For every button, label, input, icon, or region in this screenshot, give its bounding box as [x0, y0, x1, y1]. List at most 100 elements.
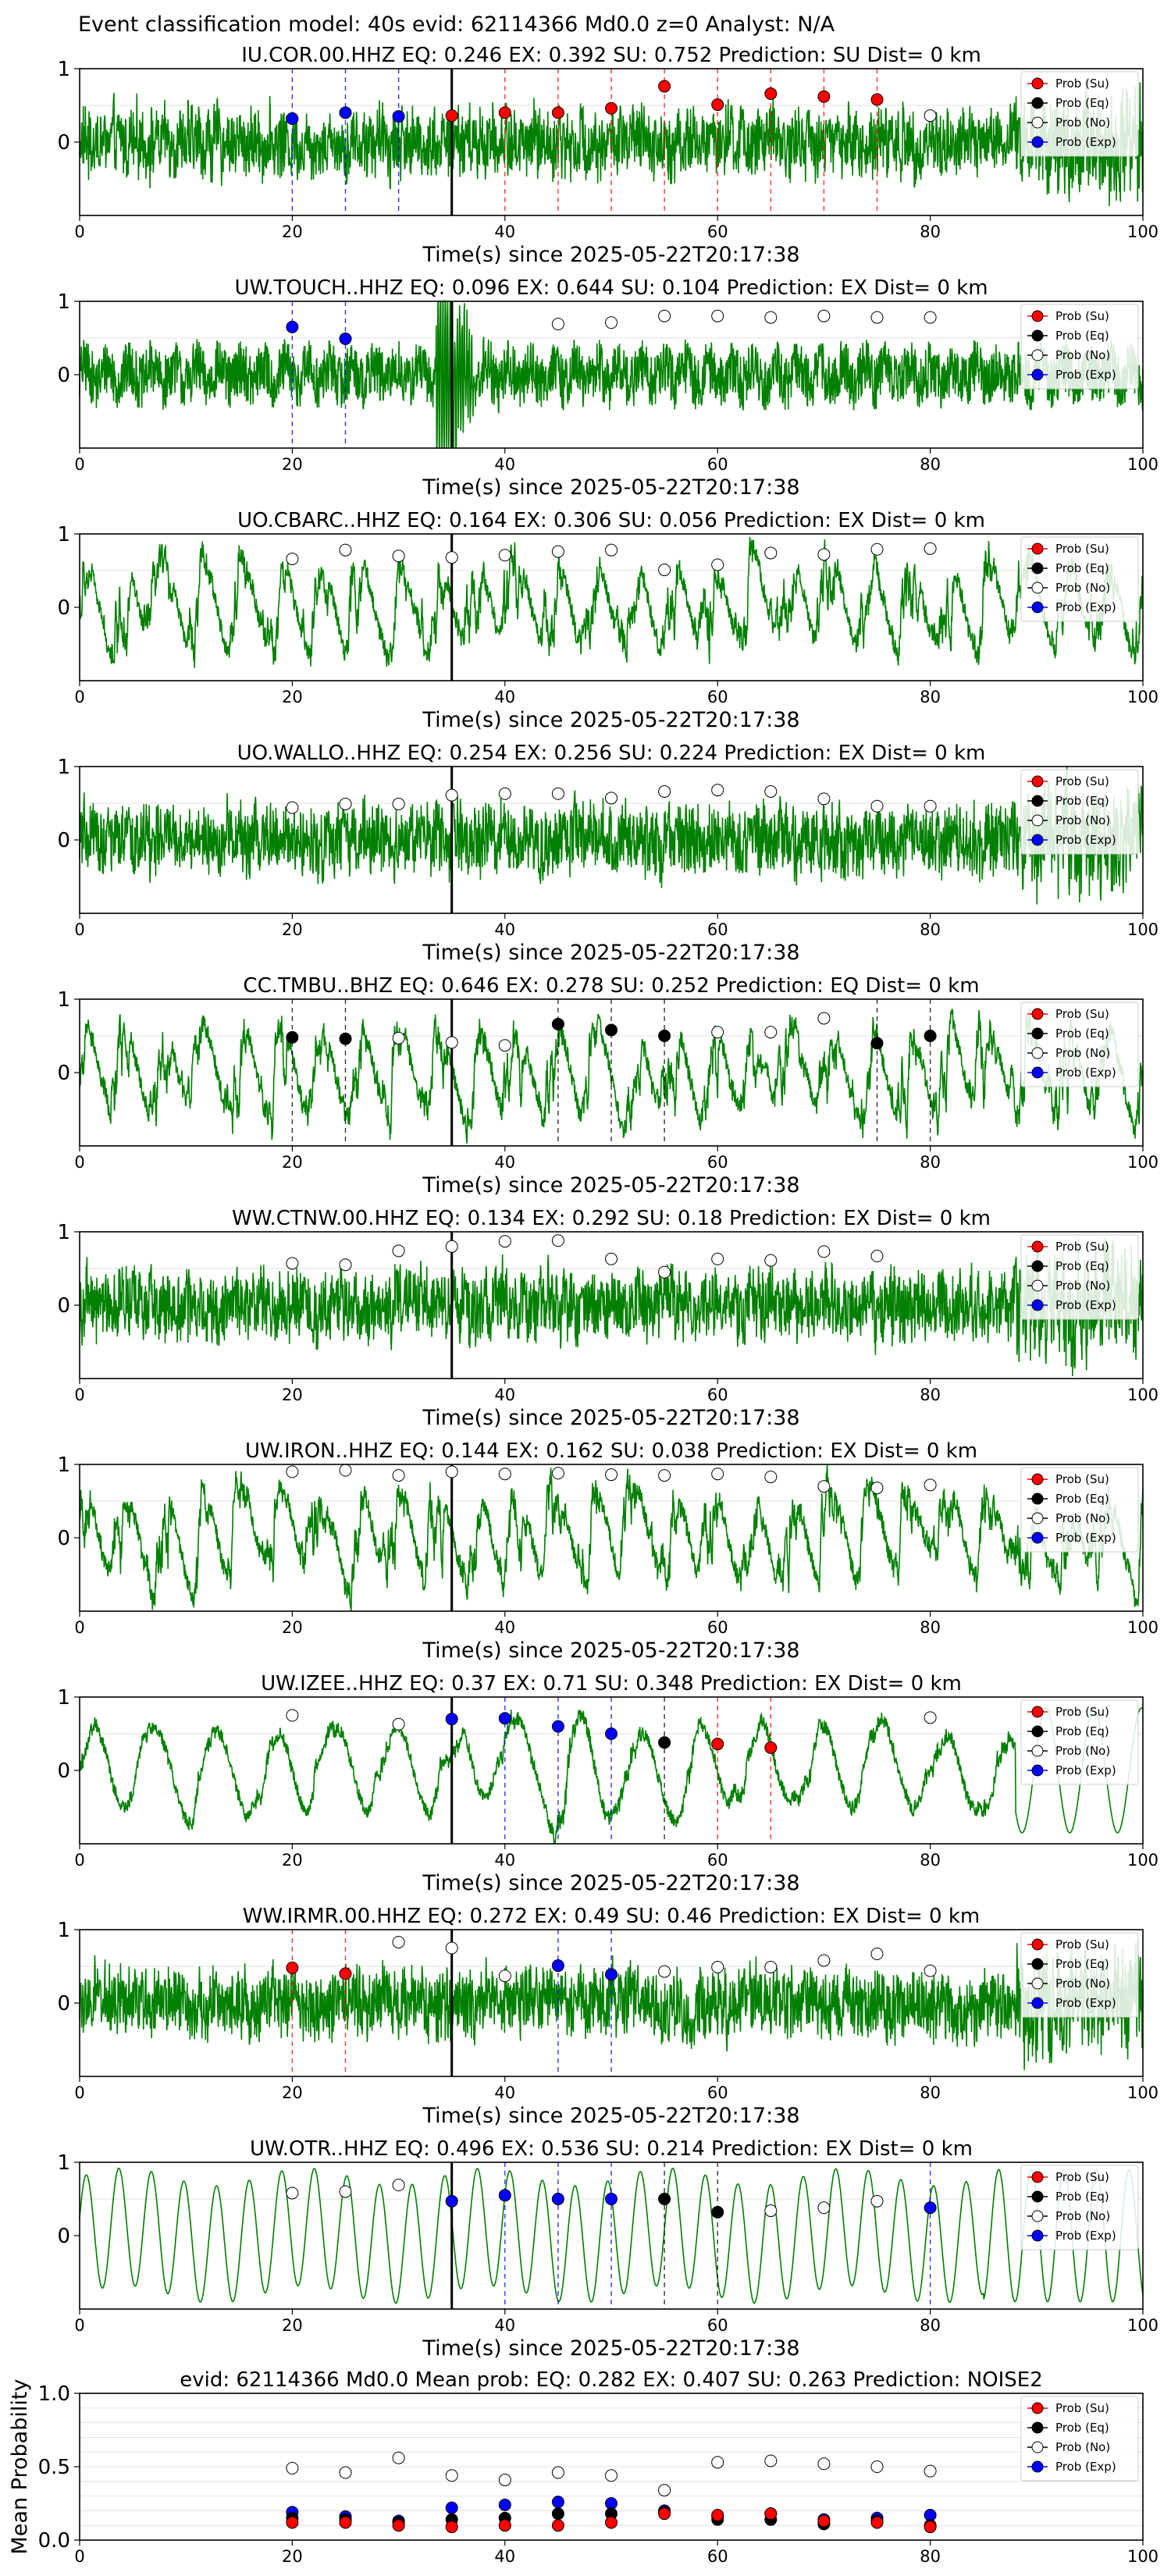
legend-label: Prob (Eq): [1055, 1957, 1109, 1971]
prob-marker-no: [445, 788, 458, 802]
prob-marker-exp: [498, 1712, 511, 1725]
mean-prob-panel: evid: 62114366 Md0.0 Mean prob: EQ: 0.28…: [8, 2368, 1159, 2566]
legend-label: Prob (Eq): [1055, 1026, 1109, 1041]
x-tick-label: 60: [707, 1386, 728, 1404]
prob-marker-eq: [605, 1023, 618, 1037]
legend-marker-exp: [1031, 834, 1044, 846]
x-axis-label: Time(s) since 2025-05-22T20:17:38: [422, 1173, 799, 1197]
y-tick-label: 1: [57, 523, 70, 546]
prob-marker-no: [711, 1026, 724, 1039]
legend-marker-eq: [1031, 1958, 1044, 1970]
prob-marker-no: [551, 787, 564, 800]
x-tick-label: 0: [74, 1386, 84, 1404]
prob-marker-no: [764, 546, 778, 560]
x-tick-label: 0: [74, 2547, 84, 2566]
x-tick-label: 20: [282, 2316, 303, 2335]
legend-label: Prob (Eq): [1055, 96, 1109, 110]
x-tick-label: 80: [920, 2083, 941, 2102]
legend-label: Prob (Su): [1055, 542, 1109, 556]
prob-marker-no: [924, 311, 937, 324]
prob-marker-eq: [924, 1030, 937, 1042]
prob-marker-no: [339, 1464, 352, 1477]
legend-marker-eq: [1031, 2421, 1044, 2434]
prob-marker-no: [445, 1240, 458, 1253]
prob-marker-no: [817, 548, 831, 561]
legend-box: [1020, 1467, 1139, 1553]
x-tick-label: 80: [920, 1386, 941, 1404]
legend-marker-exp: [1031, 1532, 1044, 1544]
prob-marker-no: [339, 2185, 352, 2198]
legend-box: [1020, 2396, 1139, 2482]
prob-marker-no: [817, 2457, 831, 2471]
prob-marker-su: [445, 2521, 458, 2534]
x-tick-label: 100: [1127, 1851, 1159, 1870]
x-tick-label: 100: [1127, 455, 1159, 474]
legend-label: Prob (Su): [1055, 76, 1109, 91]
x-tick-label: 100: [1127, 2316, 1159, 2335]
legend-label: Prob (Exp): [1055, 600, 1116, 614]
legend-box: [1020, 536, 1139, 622]
prob-marker-su: [924, 2521, 937, 2534]
prob-marker-no: [339, 797, 352, 810]
prob-marker-no: [286, 1709, 299, 1722]
legend-label: Prob (Su): [1055, 1007, 1109, 1021]
legend-label: Prob (Su): [1055, 1705, 1109, 1719]
prob-marker-no: [658, 2484, 671, 2497]
x-tick-label: 20: [282, 1386, 303, 1404]
prob-marker-su: [286, 2516, 299, 2529]
legend-marker-su: [1031, 1473, 1044, 1485]
legend-label: Prob (Exp): [1055, 368, 1116, 382]
prob-marker-no: [286, 552, 299, 565]
panel-title: UO.WALLO..HHZ EQ: 0.254 EX: 0.256 SU: 0.…: [237, 742, 986, 765]
prob-marker-no: [924, 1711, 937, 1724]
prob-marker-exp: [924, 2201, 937, 2215]
prob-marker-no: [817, 1954, 831, 1967]
prob-marker-no: [286, 2186, 299, 2200]
x-tick-label: 20: [282, 1153, 303, 1172]
legend-box: [1020, 769, 1139, 855]
x-tick-label: 0: [74, 2316, 84, 2335]
prob-marker-no: [817, 1245, 831, 1258]
y-axis-label: Mean Probability: [8, 2379, 32, 2555]
prob-marker-su: [498, 2519, 511, 2532]
waveform-trace: [79, 766, 1144, 905]
x-tick-label: 40: [494, 222, 515, 241]
prob-marker-no: [658, 1265, 671, 1279]
y-tick-label: 0: [57, 596, 70, 620]
prob-marker-no: [870, 1250, 884, 1263]
prob-marker-exp: [551, 2193, 564, 2205]
legend-marker-su: [1031, 2402, 1044, 2414]
y-tick-label: 1: [57, 2151, 70, 2175]
legend-marker-no: [1031, 116, 1044, 129]
y-tick-label: 0: [57, 1294, 70, 1318]
legend-marker-eq: [1031, 2190, 1044, 2203]
prob-marker-no: [764, 785, 778, 798]
prob-marker-exp: [498, 2498, 511, 2511]
legend-label: Prob (Eq): [1055, 329, 1109, 343]
x-tick-label: 20: [282, 1618, 303, 1637]
station-panel: WW.CTNW.00.HHZ EQ: 0.134 EX: 0.292 SU: 0…: [57, 1207, 1159, 1430]
legend-marker-no: [1031, 2441, 1044, 2453]
x-tick-label: 80: [920, 1618, 941, 1637]
station-panel: UO.CBARC..HHZ EQ: 0.164 EX: 0.306 SU: 0.…: [57, 509, 1159, 732]
legend-label: Prob (Exp): [1055, 1531, 1116, 1545]
legend-box: [1020, 2165, 1139, 2250]
prob-marker-no: [339, 2466, 352, 2479]
legend-label: Prob (No): [1055, 2209, 1110, 2223]
waveform-trace: [79, 1236, 1144, 1376]
prob-marker-eq: [658, 1030, 671, 1042]
prob-marker-no: [764, 1026, 778, 1039]
x-tick-label: 0: [74, 1618, 84, 1637]
prob-marker-no: [339, 1258, 352, 1272]
legend-marker-no: [1031, 2210, 1044, 2222]
legend-label: Prob (Su): [1055, 309, 1109, 323]
x-tick-label: 100: [1127, 688, 1159, 706]
station-panel: CC.TMBU..BHZ EQ: 0.646 EX: 0.278 SU: 0.2…: [57, 974, 1159, 1197]
prob-marker-no: [551, 2466, 564, 2479]
prob-marker-no: [817, 1480, 831, 1493]
prob-marker-no: [605, 1252, 618, 1265]
legend-marker-su: [1031, 1706, 1044, 1718]
legend-label: Prob (Su): [1055, 1240, 1109, 1254]
y-tick-label: 1: [57, 1221, 70, 1244]
x-tick-label: 20: [282, 688, 303, 706]
